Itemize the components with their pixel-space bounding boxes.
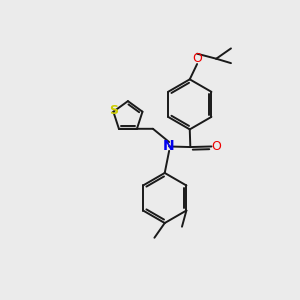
Text: O: O (192, 52, 202, 65)
Text: O: O (212, 140, 221, 153)
Text: S: S (109, 104, 118, 117)
Text: N: N (163, 139, 175, 153)
